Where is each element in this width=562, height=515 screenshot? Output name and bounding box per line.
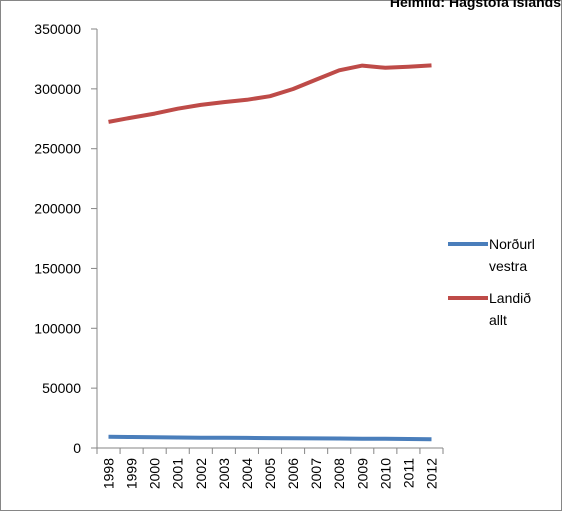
x-tick-label: 2010 — [377, 458, 393, 489]
y-tick-label: 100000 — [34, 320, 81, 336]
y-tick-label: 300000 — [34, 81, 81, 97]
series-lines — [109, 65, 432, 439]
legend-item: Landið allt — [448, 290, 531, 328]
x-tick-label: 2012 — [423, 458, 439, 489]
y-tick-label: 200000 — [34, 201, 81, 217]
legend-label: vestra — [489, 258, 527, 274]
x-tick-label: 1998 — [101, 458, 117, 489]
y-tick-label: 50000 — [42, 380, 81, 396]
x-tick-label: 2009 — [354, 458, 370, 489]
x-tick-label: 2000 — [147, 458, 163, 489]
x-tick-label: 1999 — [124, 458, 140, 489]
x-tick-label: 2001 — [170, 458, 186, 489]
chart-axes: 0 50000 100000 150000 200000 250000 300000 3500… — [34, 21, 443, 489]
legend-label: allt — [489, 312, 507, 328]
legend-label: Landið — [489, 290, 531, 306]
series-line — [109, 65, 432, 122]
x-tick-label: 2007 — [308, 458, 324, 489]
series-line — [109, 437, 432, 440]
x-tick-label: 2003 — [216, 458, 232, 489]
y-tick-label: 150000 — [34, 260, 81, 276]
legend: Norðurl vestra Landið allt — [448, 236, 535, 328]
legend-label: Norðurl — [489, 236, 535, 252]
x-tick-label: 2004 — [239, 458, 255, 489]
x-tick-label: 2002 — [193, 458, 209, 489]
legend-item: Norðurl vestra — [448, 236, 535, 274]
y-tick-label: 350000 — [34, 21, 81, 37]
x-tick-label: 2008 — [331, 458, 347, 489]
source-note: Heimild: Hagstofa Íslands — [390, 0, 561, 10]
x-tick-label: 2006 — [285, 458, 301, 489]
x-tick-label: 2005 — [262, 458, 278, 489]
y-tick-label: 250000 — [34, 141, 81, 157]
x-tick-label: 2011 — [400, 458, 416, 488]
y-tick-label: 0 — [73, 440, 81, 456]
